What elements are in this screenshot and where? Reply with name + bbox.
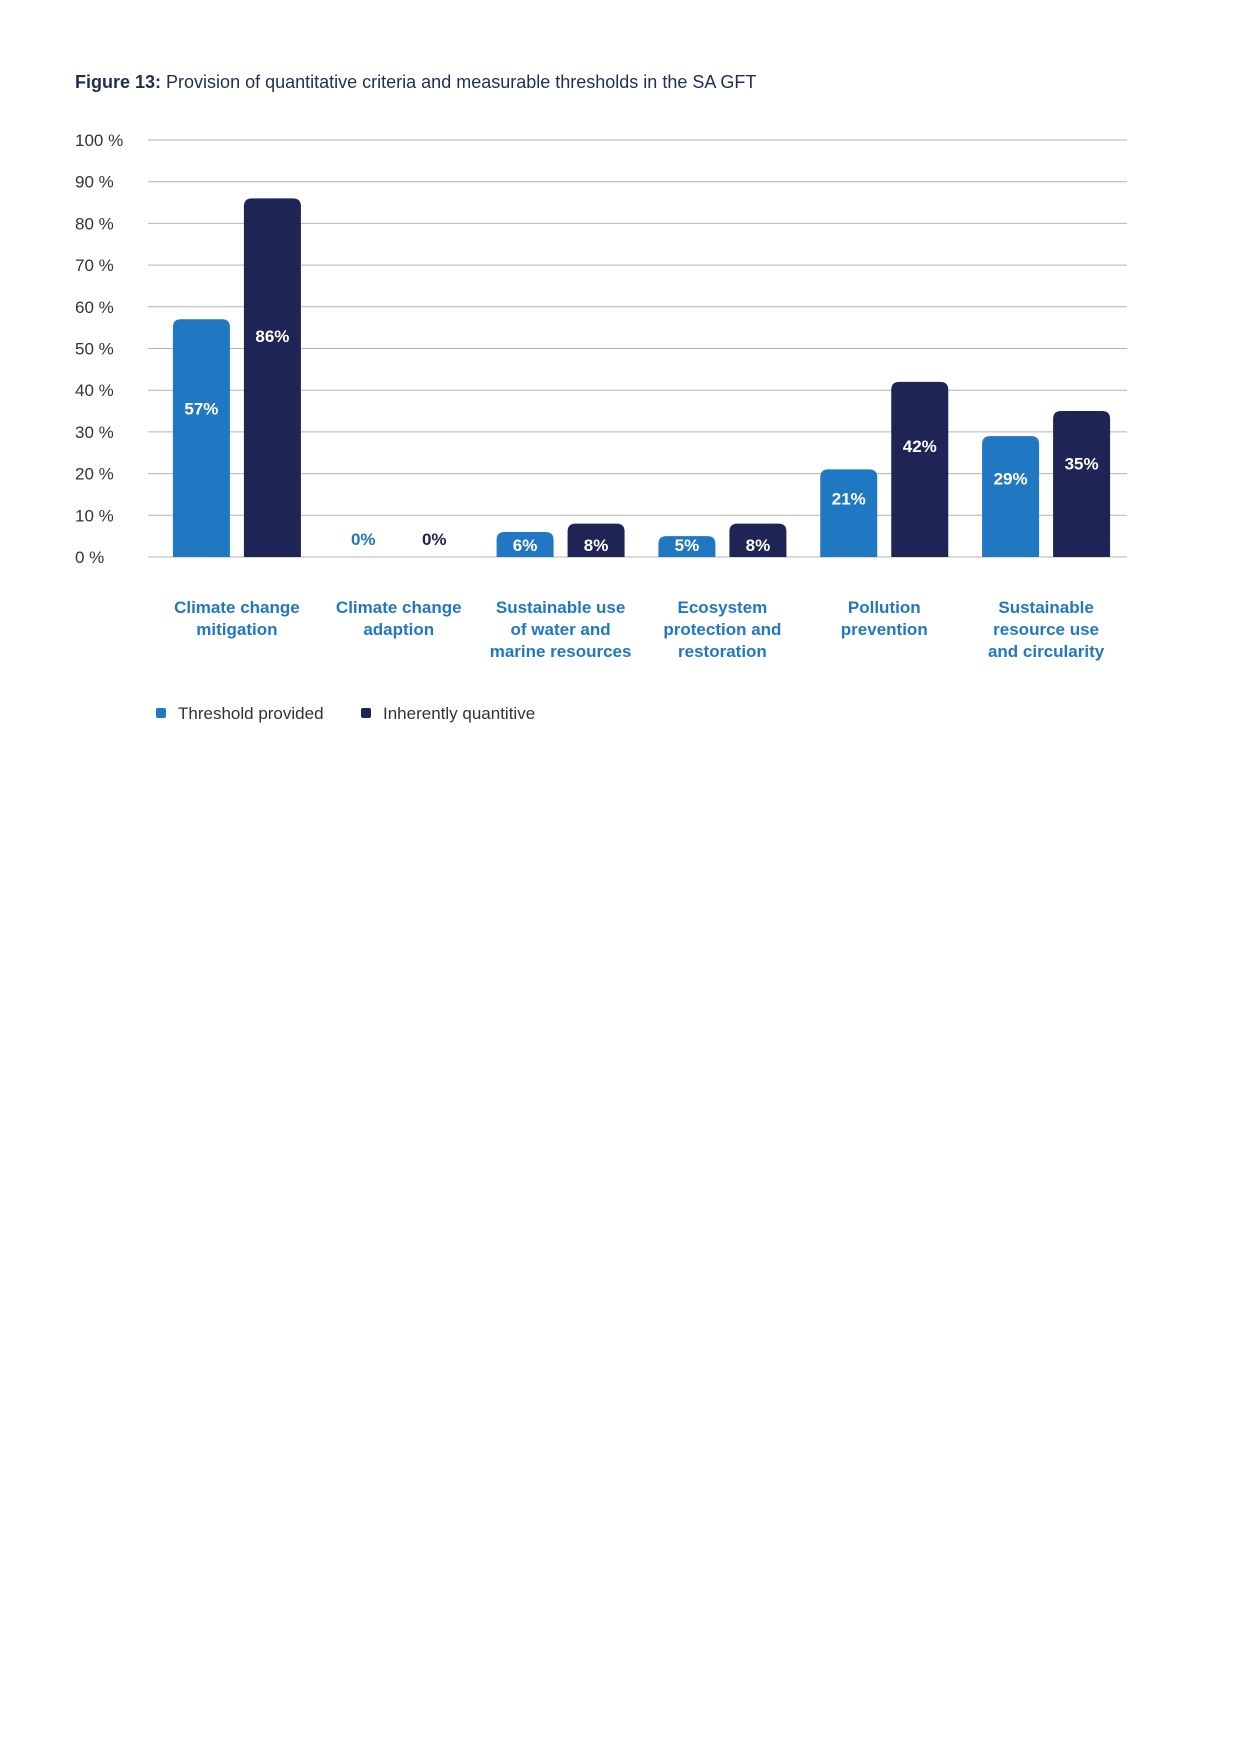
- legend-label: Threshold provided: [178, 704, 324, 723]
- data-label: 42%: [903, 437, 937, 456]
- category-label-line: adaption: [363, 620, 434, 639]
- bar: [243, 198, 301, 557]
- category-label-line: Climate change: [174, 598, 300, 617]
- category-label: Climate change mitigation: [174, 598, 300, 639]
- category-label-line: marine resources: [490, 642, 632, 661]
- data-label: 29%: [994, 469, 1028, 488]
- category-label-line: of water and: [511, 620, 611, 639]
- data-label: 8%: [584, 536, 609, 555]
- category-label: Ecosystem protection and restoration: [663, 598, 781, 661]
- y-axis-ticks: 0 % 10 % 20 % 30 % 40 % 50 % 60 % 70 % 80 % 90 % 1…: [75, 131, 123, 567]
- y-tick-label: 30 %: [75, 423, 114, 442]
- bar: [658, 536, 716, 557]
- grid-lines: [148, 139, 1127, 558]
- bar: [891, 381, 949, 557]
- data-label: 86%: [255, 327, 289, 346]
- category-label-line: restoration: [678, 642, 767, 661]
- y-tick-label: 60 %: [75, 298, 114, 317]
- category-label-line: mitigation: [196, 620, 277, 639]
- category-label-line: resource use: [993, 620, 1099, 639]
- data-label: 35%: [1065, 454, 1099, 473]
- bar-chart: 0 % 10 % 20 % 30 % 40 % 50 % 60 % 70 % 80 % 90 % 1…: [75, 131, 1127, 723]
- category-label-line: Sustainable use: [496, 598, 625, 617]
- y-tick-label: 0 %: [75, 548, 104, 567]
- bar: [496, 531, 554, 557]
- category-label: Sustainable use of water and marine resour…: [490, 598, 632, 661]
- y-tick-label: 90 %: [75, 173, 114, 192]
- category-label-line: prevention: [841, 620, 928, 639]
- y-tick-label: 100 %: [75, 131, 123, 150]
- legend-swatch: [361, 708, 371, 718]
- bar: [820, 469, 878, 557]
- y-tick-label: 10 %: [75, 506, 114, 525]
- figure-title: Figure 13: Provision of quantitative cri…: [75, 72, 756, 93]
- bars: [172, 198, 1111, 557]
- y-tick-label: 50 %: [75, 340, 114, 359]
- y-tick-label: 70 %: [75, 256, 114, 275]
- category-label: Climate change adaption: [336, 598, 462, 639]
- bar: [982, 436, 1040, 557]
- category-label: Pollution prevention: [841, 598, 928, 639]
- legend: Threshold provided Inherently quantitive: [156, 704, 535, 723]
- data-label: 6%: [513, 536, 538, 555]
- data-label: 57%: [184, 399, 218, 418]
- category-label-line: Ecosystem: [678, 598, 768, 617]
- legend-label: Inherently quantitive: [383, 704, 535, 723]
- bar: [729, 523, 787, 557]
- category-label-line: Pollution: [848, 598, 921, 617]
- figure-caption: Provision of quantitative criteria and m…: [166, 72, 757, 92]
- data-label: 0%: [351, 530, 376, 549]
- data-label: 0%: [422, 530, 447, 549]
- y-tick-label: 40 %: [75, 381, 114, 400]
- category-label-line: Sustainable: [998, 598, 1093, 617]
- category-label-line: and circularity: [988, 642, 1105, 661]
- data-label: 8%: [746, 536, 771, 555]
- category-labels: Climate change mitigation Climate change ad…: [174, 598, 1105, 661]
- data-label: 5%: [675, 536, 700, 555]
- y-tick-label: 20 %: [75, 465, 114, 484]
- data-label: 21%: [832, 489, 866, 508]
- category-label-line: protection and: [663, 620, 781, 639]
- legend-swatch: [156, 708, 166, 718]
- data-labels: 57% 86% 0% 0% 6% 8% 5% 8% 21% 42% 29% 35%: [184, 327, 1098, 555]
- bar: [1053, 411, 1111, 557]
- y-tick-label: 80 %: [75, 214, 114, 233]
- category-label-line: Climate change: [336, 598, 462, 617]
- bar: [567, 523, 625, 557]
- figure-number: Figure 13:: [75, 72, 162, 92]
- category-label: Sustainable resource use and circularity: [988, 598, 1105, 661]
- bar: [172, 319, 230, 557]
